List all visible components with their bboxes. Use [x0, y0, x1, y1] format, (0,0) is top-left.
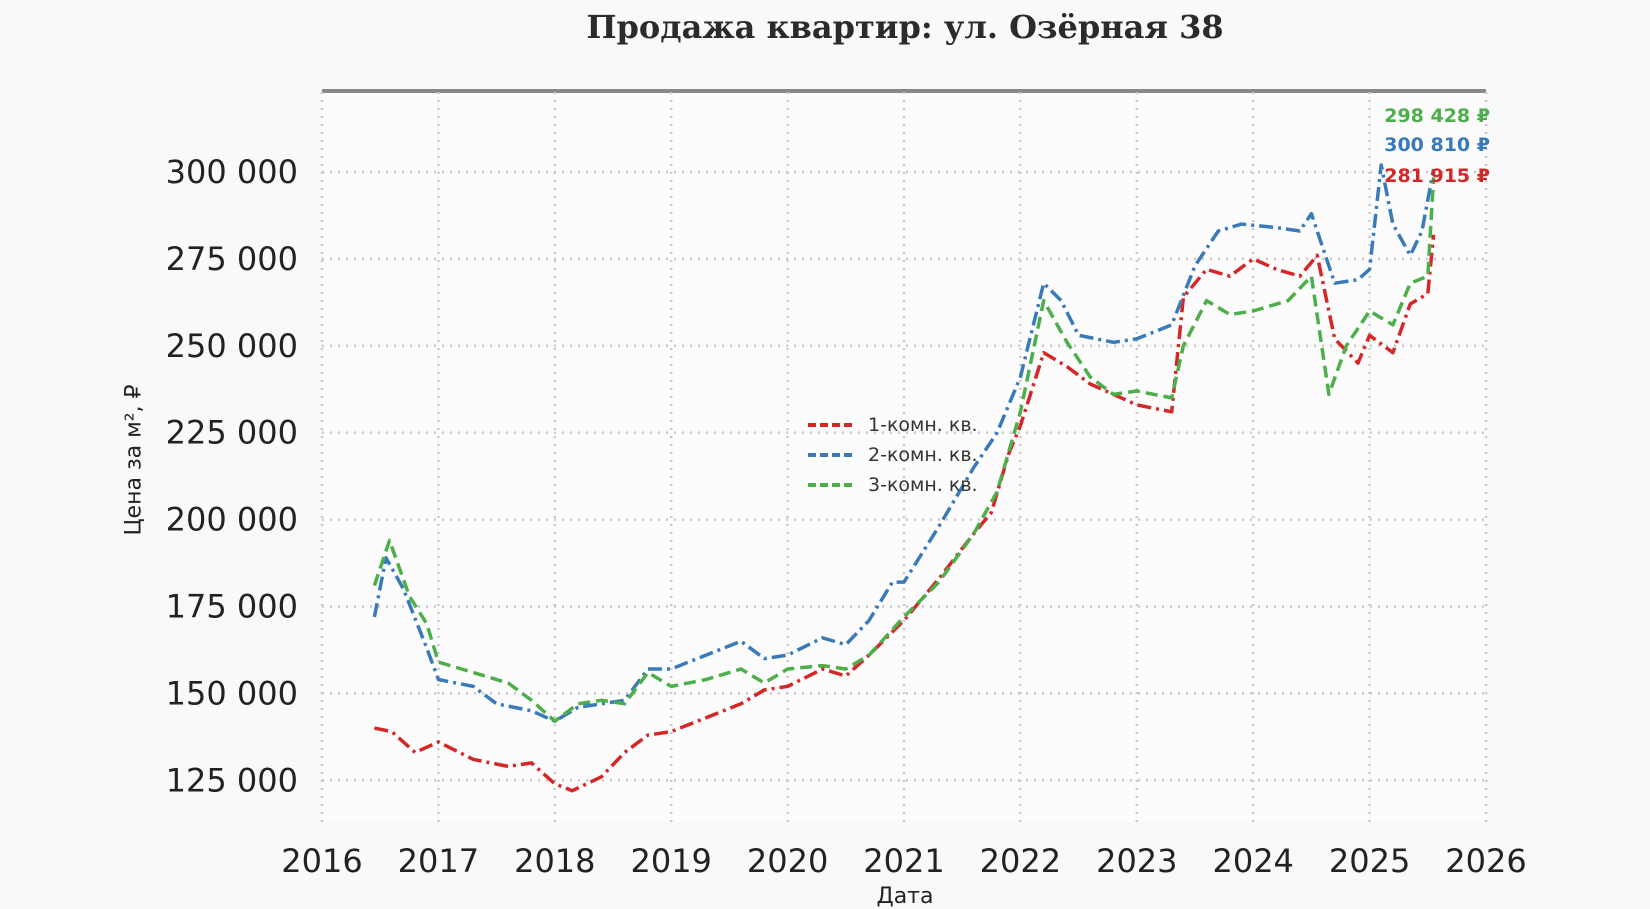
x-tick-label: 2024	[1212, 842, 1293, 880]
x-tick-label: 2023	[1096, 842, 1177, 880]
legend: 1-комн. кв. 2-комн. кв. 3-комн. кв.	[808, 410, 978, 500]
legend-item: 2-комн. кв.	[808, 440, 978, 470]
x-tick-label: 2025	[1329, 842, 1410, 880]
legend-item: 1-комн. кв.	[808, 410, 978, 440]
series-layer	[372, 163, 1436, 793]
legend-label-2room: 2-комн. кв.	[868, 444, 978, 466]
y-tick-label: 275 000	[166, 240, 298, 278]
legend-label-3room: 3-комн. кв.	[868, 474, 978, 496]
y-tick-label: 250 000	[166, 327, 298, 365]
chart-title: Продажа квартир: ул. Озёрная 38	[586, 8, 1224, 46]
y-tick-label: 125 000	[166, 761, 298, 799]
y-tick-label: 225 000	[166, 414, 298, 452]
x-tick-label: 2019	[630, 842, 711, 880]
legend-label-1room: 1-комн. кв.	[868, 414, 978, 436]
end-labels: 281 915 ₽ 300 810 ₽ 298 428 ₽	[1384, 105, 1490, 187]
series-line-3	[372, 177, 1436, 723]
grid-layer	[320, 92, 1488, 822]
y-tick-labels: 125 000 150 000 175 000 200 000 225 000 250 0…	[166, 153, 298, 799]
x-tick-labels: 2016 2017 2018 2019 2020 2021 2022 2023 2024 2025…	[281, 842, 1526, 880]
series-end-label-2: 300 810 ₽	[1384, 134, 1490, 156]
x-tick-label: 2016	[281, 842, 362, 880]
series-line-1	[374, 234, 1436, 793]
legend-item: 3-комн. кв.	[808, 470, 978, 500]
x-tick-label: 2026	[1445, 842, 1526, 880]
y-tick-label: 175 000	[166, 587, 298, 625]
y-tick-label: 300 000	[166, 153, 298, 191]
legend-swatch-1room	[808, 423, 852, 427]
legend-swatch-2room	[808, 453, 852, 457]
legend-swatch-3room	[808, 483, 852, 487]
x-tick-label: 2020	[747, 842, 828, 880]
y-tick-label: 150 000	[166, 674, 298, 712]
x-tick-label: 2021	[863, 842, 944, 880]
x-tick-label: 2017	[398, 842, 479, 880]
series-end-label-3: 298 428 ₽	[1384, 105, 1490, 127]
series-line-2	[372, 163, 1436, 723]
x-tick-label: 2018	[514, 842, 595, 880]
series-end-label-1: 281 915 ₽	[1384, 165, 1490, 187]
y-tick-label: 200 000	[166, 501, 298, 539]
x-tick-label: 2022	[980, 842, 1061, 880]
